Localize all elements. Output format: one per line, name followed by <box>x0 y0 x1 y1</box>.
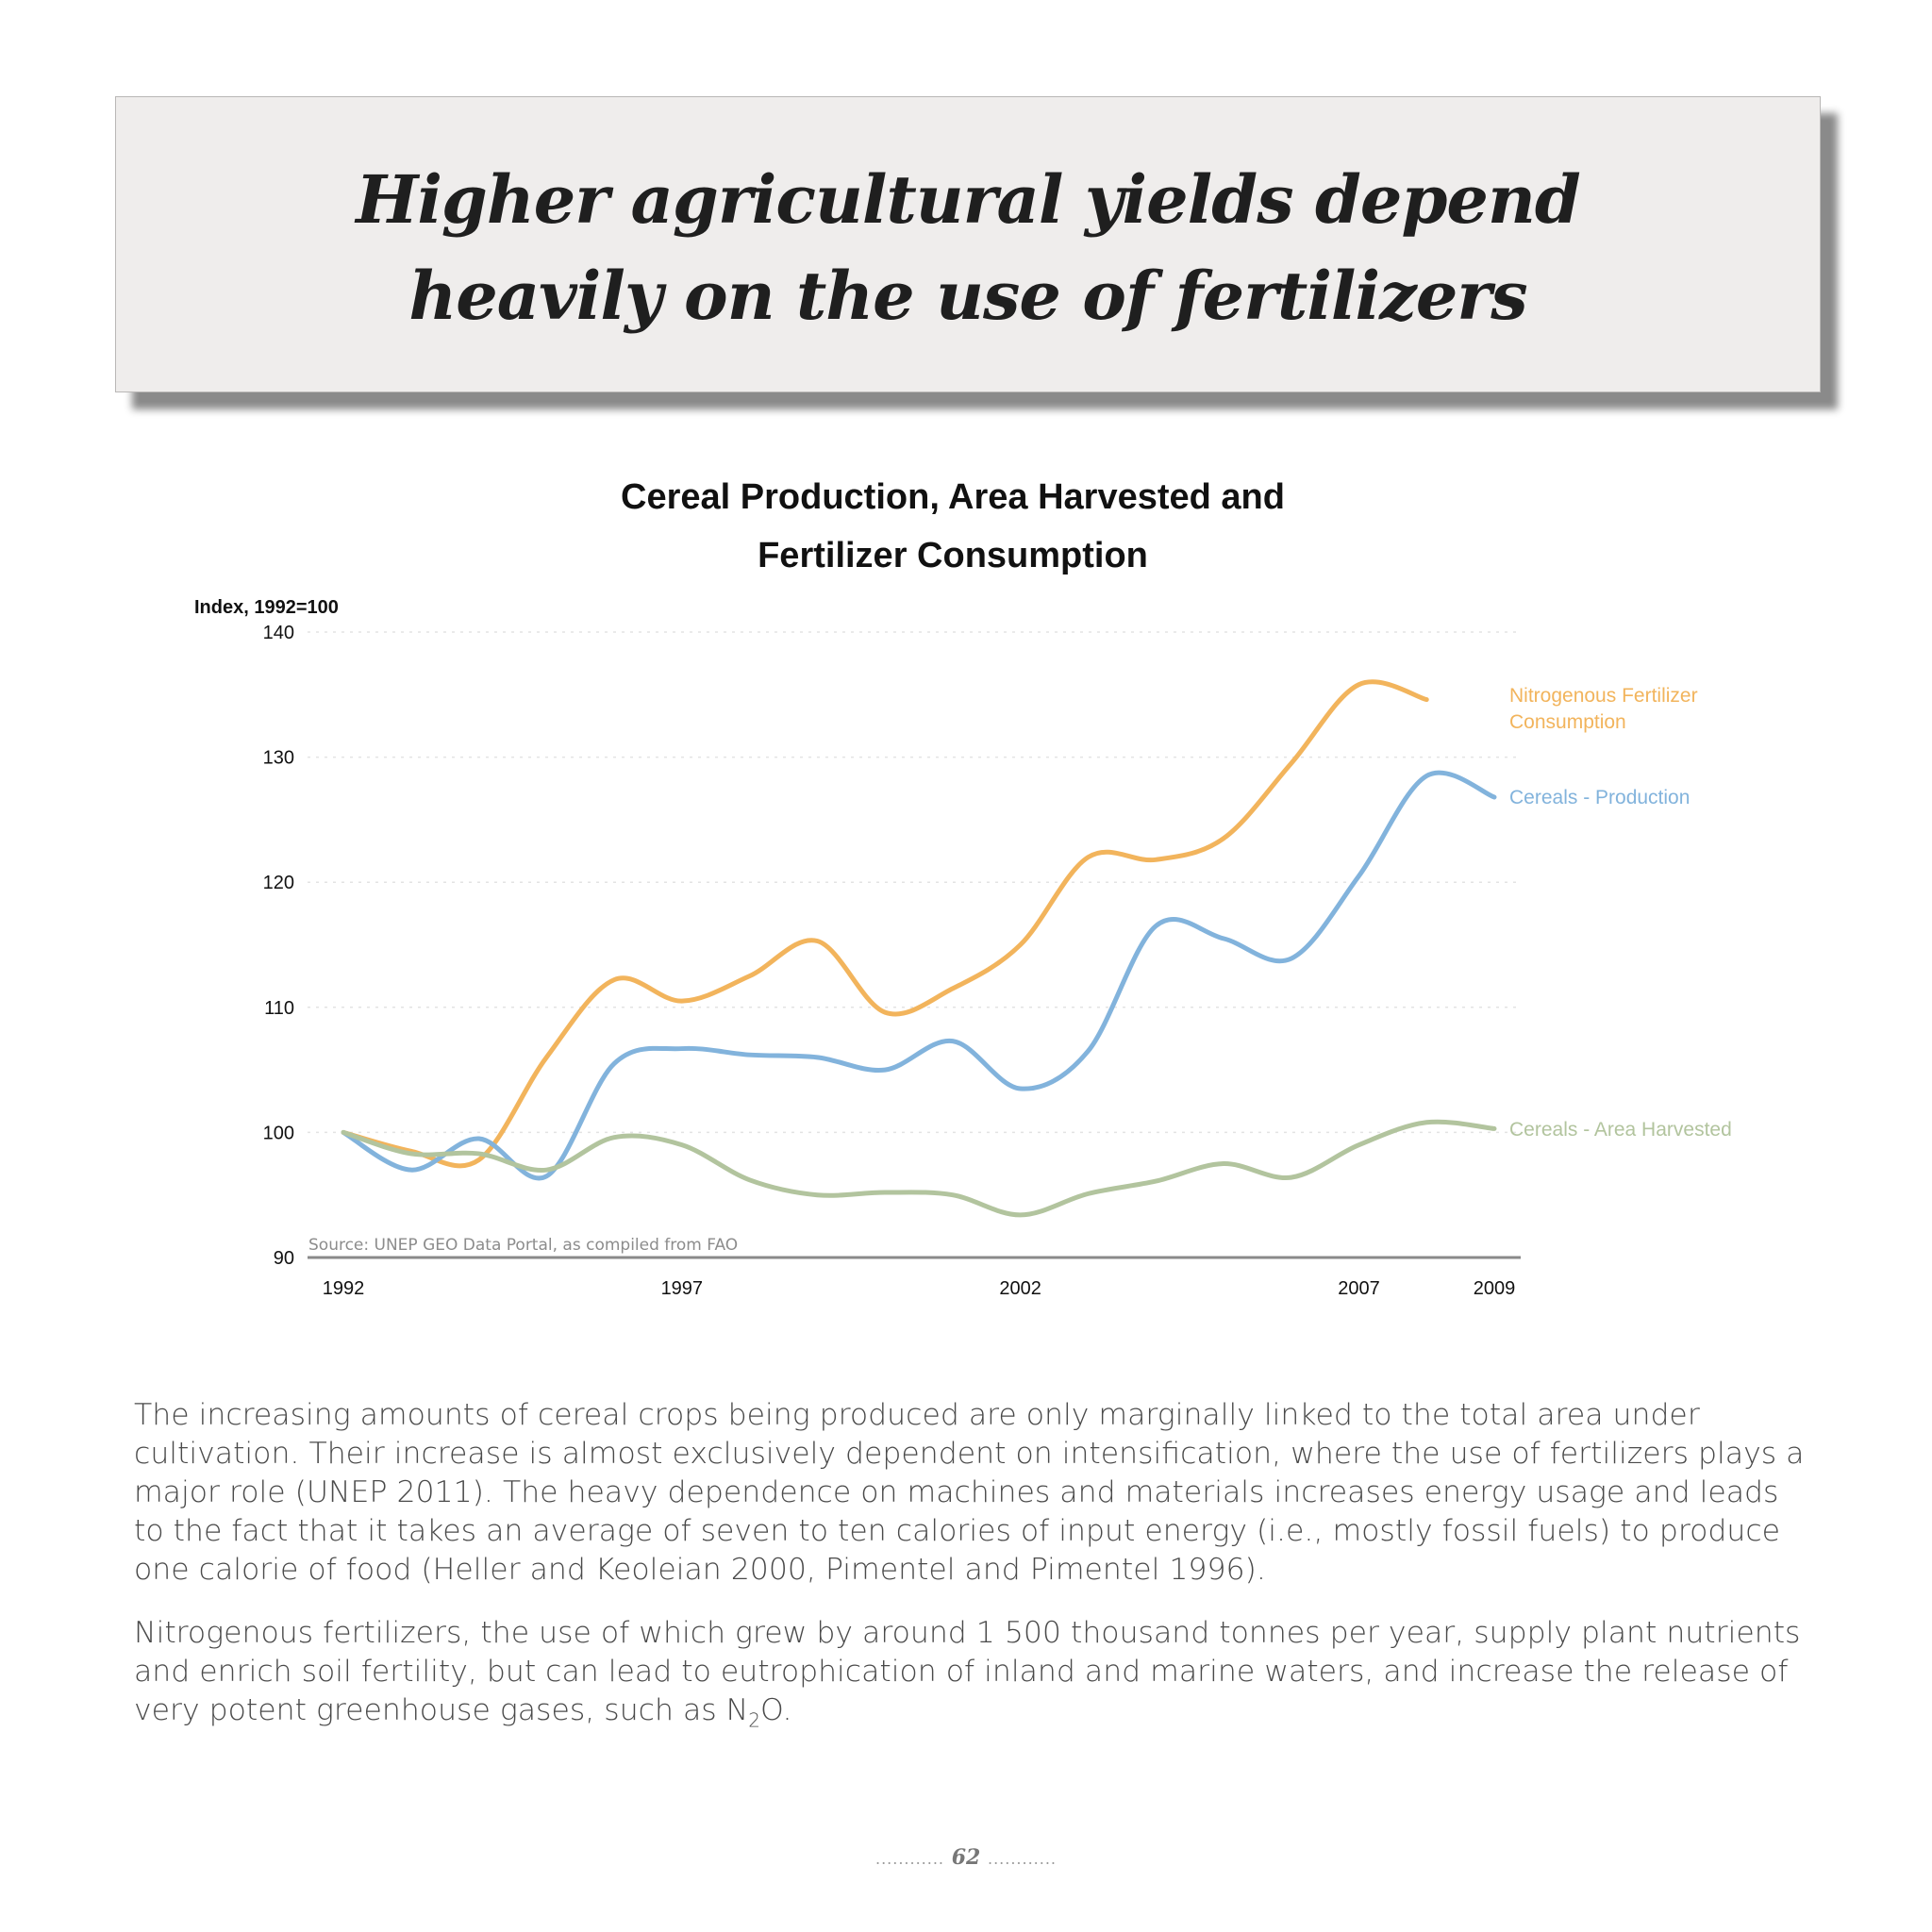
x-tick-label: 2009 <box>1474 1278 1516 1299</box>
tick-layer: 90 100 110 120 130 140 1992 1997 2002 2007 2009 <box>263 623 1516 1299</box>
paragraph-2-subscript: 2 <box>748 1708 760 1732</box>
grid-layer <box>308 631 1521 1134</box>
series-label-cereals-production: Cereals - Production <box>1509 787 1690 808</box>
body-text: The increasing amounts of cereal crops b… <box>134 1396 1813 1764</box>
chart-title-line-2: Fertilizer Consumption <box>758 536 1148 575</box>
paragraph-2: Nitrogenous fertilizers, the use of whic… <box>134 1614 1813 1740</box>
series-line-cereals-production <box>341 770 1497 1181</box>
footer-dots-left: ............ <box>874 1850 945 1868</box>
series-label-nitrogenous-fertilizer-line-2: Consumption <box>1509 711 1626 733</box>
y-tick-label: 120 <box>263 873 294 893</box>
headline-line-2: heavily on the use of fertilizers <box>408 257 1527 335</box>
chart-title: Cereal Production, Area Harvested and Fe… <box>434 468 1472 585</box>
footer-dots-right: ............ <box>987 1850 1058 1868</box>
y-tick-label: 90 <box>274 1248 294 1269</box>
paragraph-2-end: O. <box>759 1693 792 1727</box>
series-line-cereals-area-harvested <box>341 1119 1497 1218</box>
headline: Higher agricultural yields depend heavil… <box>116 152 1820 344</box>
y-tick-label: 110 <box>264 998 294 1019</box>
paragraph-1: The increasing amounts of cereal crops b… <box>134 1398 1805 1587</box>
y-tick-label: 100 <box>263 1123 294 1143</box>
series-line-nitrogenous-fertilizer <box>341 679 1429 1169</box>
x-tick-label: 2002 <box>999 1278 1041 1299</box>
page-number: 62 <box>951 1845 981 1870</box>
chart-title-line-1: Cereal Production, Area Harvested and <box>621 477 1285 517</box>
x-tick-label: 2007 <box>1338 1278 1380 1299</box>
headline-line-1: Higher agricultural yields depend <box>356 160 1581 239</box>
line-chart: 90 100 110 120 130 140 1992 1997 2002 2007 2009 In… <box>194 597 1732 1299</box>
series-label-layer: Nitrogenous Fertilizer Consumption Cereals… <box>1509 685 1732 1141</box>
y-axis-label: Index, 1992=100 <box>194 597 339 618</box>
series-label-cereals-area-harvested: Cereals - Area Harvested <box>1509 1119 1732 1141</box>
x-tick-label: 1992 <box>323 1278 365 1299</box>
y-tick-label: 140 <box>263 623 294 643</box>
page-footer: ............ 62 ............ <box>0 1845 1932 1870</box>
paragraph-2-text: Nitrogenous fertilizers, the use of whic… <box>134 1616 1801 1727</box>
headline-banner: Higher agricultural yields depend heavil… <box>115 96 1821 392</box>
x-tick-label: 1997 <box>661 1278 704 1299</box>
source-note: Source: UNEP GEO Data Portal, as compile… <box>308 1236 738 1255</box>
y-tick-label: 130 <box>263 748 294 769</box>
series-layer <box>341 679 1497 1218</box>
series-label-nitrogenous-fertilizer: Nitrogenous Fertilizer <box>1509 685 1698 707</box>
